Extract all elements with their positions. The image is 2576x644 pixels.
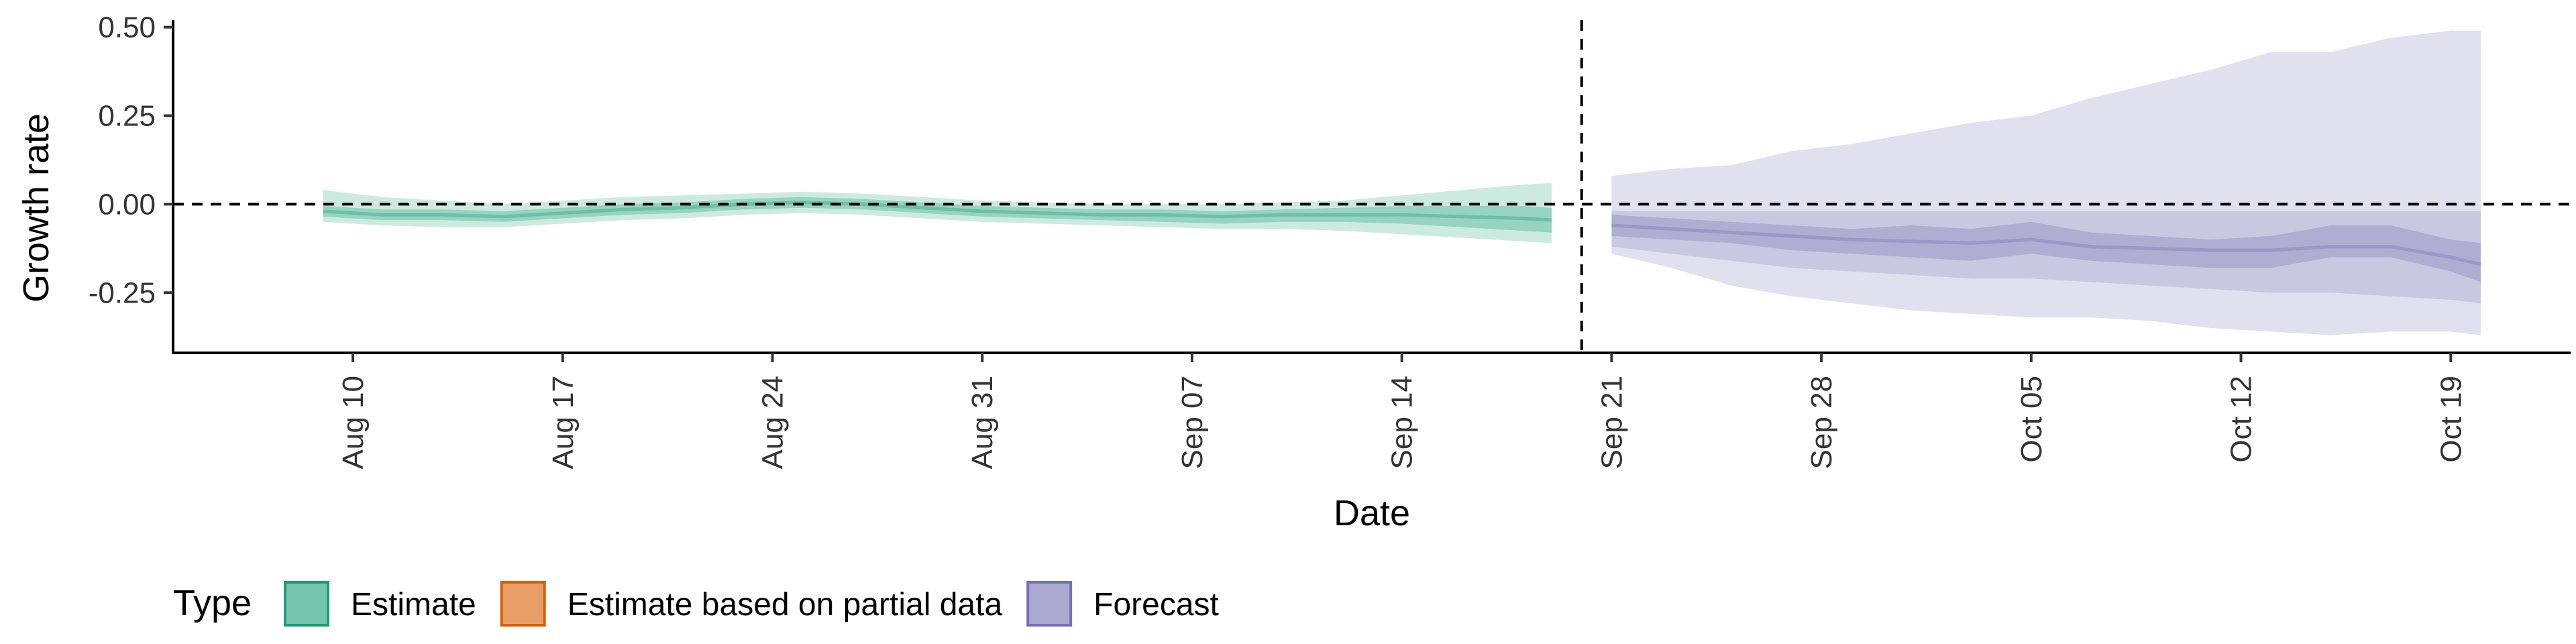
axes: 0.50 0.25 0.00 -0.25 Aug 10 Aug 17 Aug 24 Aug 3… xyxy=(89,11,2571,469)
legend-title: Type xyxy=(173,583,252,623)
x-tick-label: Aug 10 xyxy=(337,376,370,469)
estimate-median-line xyxy=(323,201,1552,222)
x-tick-label: Aug 24 xyxy=(757,376,790,469)
y-axis-title: Growth rate xyxy=(16,113,56,303)
forecast-middle-band xyxy=(1611,211,2481,304)
legend-swatch-forecast xyxy=(1026,581,1073,627)
forecast-median-line xyxy=(1611,223,2481,266)
x-tick-label: Sep 07 xyxy=(1176,376,1209,469)
x-tick-label: Aug 17 xyxy=(547,376,580,469)
legend-label-estimate-based-on-partial-data: Estimate based on partial data xyxy=(568,587,1003,623)
x-tick-label: Sep 28 xyxy=(1805,376,1838,469)
estimate-outer-band xyxy=(323,182,1552,244)
y-tick-label: 0.25 xyxy=(98,99,156,132)
x-tick-label: Oct 12 xyxy=(2225,376,2258,463)
estimate-inner-band xyxy=(323,197,1552,233)
y-tick-label: -0.25 xyxy=(89,276,156,309)
y-tick-label: 0.50 xyxy=(98,11,156,44)
x-axis-title: Date xyxy=(1334,493,1410,533)
legend-swatch-estimate xyxy=(284,581,329,627)
plot-area xyxy=(173,20,2571,353)
x-tick-label: Oct 19 xyxy=(2434,376,2467,463)
legend-label-forecast: Forecast xyxy=(1093,587,1219,623)
x-tick-label: Aug 31 xyxy=(966,376,999,469)
legend: Type Estimate Estimate based on partial d… xyxy=(173,581,1219,627)
legend-swatch-estimate-based-on-partial-data xyxy=(500,581,546,627)
legend-label-estimate: Estimate xyxy=(351,587,476,623)
y-tick-label: 0.00 xyxy=(98,188,156,221)
x-tick-label: Sep 21 xyxy=(1595,376,1628,469)
x-tick-label: Sep 14 xyxy=(1386,376,1419,469)
x-tick-label: Oct 05 xyxy=(2015,376,2048,463)
forecast-outer-band xyxy=(1611,30,2481,335)
forecast-inner-band xyxy=(1611,215,2481,282)
